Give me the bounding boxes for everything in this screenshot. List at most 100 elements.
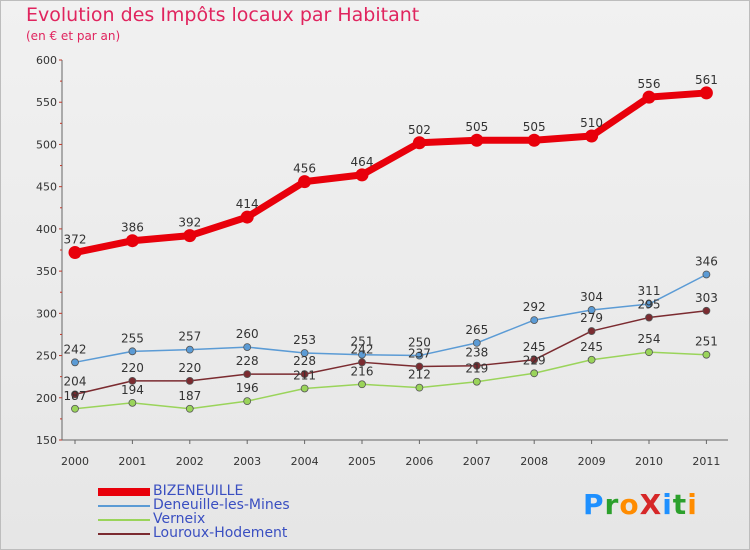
data-label: 265 (465, 323, 488, 337)
legend-swatch (98, 519, 150, 521)
data-point (68, 246, 82, 260)
data-label: 260 (236, 327, 259, 341)
x-tick-label: 2011 (692, 455, 720, 468)
data-label: 242 (64, 342, 87, 356)
data-label: 510 (580, 116, 603, 130)
data-label: 303 (695, 291, 718, 305)
data-label: 219 (465, 362, 488, 376)
data-point (472, 338, 481, 347)
y-tick-label: 400 (36, 223, 57, 236)
data-point (699, 86, 713, 100)
data-label: 392 (178, 216, 201, 230)
legend-label: BIZENEUILLE (153, 483, 244, 499)
y-tick-label: 550 (36, 96, 57, 109)
data-label: 237 (408, 347, 431, 361)
data-point (240, 210, 254, 224)
data-point (415, 351, 424, 360)
data-label: 279 (580, 311, 603, 325)
legend-swatch (98, 533, 150, 535)
data-label: 372 (64, 233, 87, 247)
data-label: 216 (351, 364, 374, 378)
data-label: 229 (523, 353, 546, 367)
x-tick-label: 2007 (463, 455, 491, 468)
data-point (300, 349, 309, 357)
data-point (355, 168, 369, 182)
data-point (300, 370, 309, 379)
data-point (358, 350, 366, 359)
data-label: 257 (178, 330, 201, 344)
data-point (243, 397, 252, 406)
data-point (412, 136, 426, 150)
y-tick-label: 500 (36, 138, 57, 151)
chart-title: Evolution des Impôts locaux par Habitant (26, 4, 420, 26)
data-label: 561 (695, 73, 718, 87)
series-line-4 (74, 310, 708, 396)
data-point (472, 377, 481, 386)
data-label: 228 (236, 354, 259, 368)
data-label: 253 (293, 333, 316, 347)
data-point (645, 348, 653, 357)
chart-subtitle: (en € et par an) (26, 29, 121, 43)
data-label: 250 (408, 336, 431, 350)
data-label: 228 (293, 354, 316, 368)
data-point (415, 362, 424, 371)
data-point (128, 347, 137, 356)
data-label: 311 (638, 284, 661, 298)
x-tick-label: 2004 (291, 455, 319, 468)
data-label: 220 (178, 361, 201, 375)
y-tick-label: 250 (36, 350, 57, 363)
data-label: 204 (64, 374, 87, 388)
data-label: 238 (465, 346, 488, 360)
data-point (128, 398, 137, 407)
series-line-2 (74, 273, 708, 364)
data-label: 212 (408, 368, 431, 382)
y-tick-label: 450 (36, 181, 57, 194)
data-point (243, 370, 252, 379)
data-point (183, 229, 197, 243)
data-label: 556 (638, 77, 661, 91)
legend-label: Deneuille-les-Mines (153, 497, 290, 513)
data-point (298, 175, 312, 189)
data-label: 505 (465, 120, 488, 134)
series-line-1 (71, 89, 710, 257)
data-point (71, 358, 79, 367)
y-tick-label: 350 (36, 265, 57, 278)
data-point (530, 369, 539, 378)
data-label: 414 (236, 197, 259, 211)
legend-label: Louroux-Hodement (153, 525, 288, 541)
data-point (530, 355, 539, 364)
data-point (185, 376, 194, 385)
x-tick-label: 2008 (520, 455, 548, 468)
data-label: 464 (351, 155, 374, 169)
data-point (702, 270, 711, 279)
data-point (645, 300, 653, 308)
data-point (358, 380, 366, 389)
data-label: 196 (236, 381, 259, 395)
data-label: 456 (293, 162, 316, 176)
data-label: 386 (121, 221, 144, 235)
data-point (125, 234, 139, 248)
data-point (472, 361, 481, 370)
y-tick-label: 600 (36, 54, 57, 67)
data-label: 502 (408, 123, 431, 137)
data-point (185, 345, 194, 354)
data-point (587, 327, 596, 335)
y-tick-label: 150 (36, 434, 57, 447)
data-point (642, 90, 656, 104)
x-tick-label: 2009 (578, 455, 606, 468)
data-label: 255 (121, 331, 144, 345)
data-label: 251 (695, 335, 718, 349)
y-tick-label: 300 (36, 307, 57, 320)
data-label: 242 (351, 342, 374, 356)
y-tick-label: 200 (36, 392, 57, 405)
x-tick-label: 2001 (118, 455, 146, 468)
data-point (71, 404, 79, 413)
data-label: 254 (638, 332, 661, 346)
x-tick-label: 2003 (233, 455, 261, 468)
legend-label: Verneix (153, 511, 206, 527)
data-label: 187 (64, 389, 87, 403)
x-tick-label: 2002 (176, 455, 204, 468)
data-point (185, 404, 194, 413)
data-label: 245 (523, 340, 546, 354)
